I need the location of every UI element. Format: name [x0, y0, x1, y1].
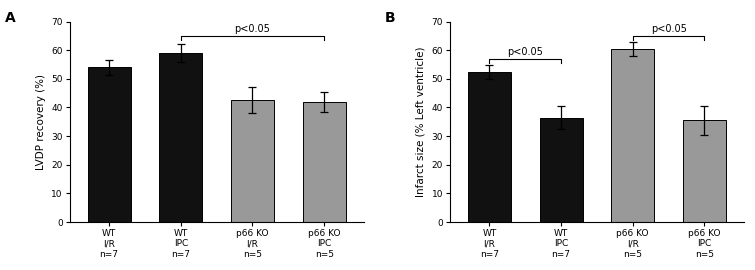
Text: B: B — [385, 11, 396, 25]
Y-axis label: LVDP recovery (%): LVDP recovery (%) — [35, 74, 45, 170]
Bar — [88, 68, 131, 222]
Bar — [683, 120, 726, 222]
Text: p<0.05: p<0.05 — [235, 24, 270, 34]
Bar — [303, 102, 346, 222]
Text: p<0.05: p<0.05 — [651, 24, 686, 34]
Bar — [468, 72, 511, 222]
Text: A: A — [5, 11, 16, 25]
Bar — [612, 49, 655, 222]
Bar — [159, 53, 202, 222]
Bar — [540, 117, 583, 222]
Text: p<0.05: p<0.05 — [507, 47, 543, 57]
Y-axis label: Infarct size (% Left ventricle): Infarct size (% Left ventricle) — [416, 47, 426, 197]
Bar — [231, 100, 274, 222]
